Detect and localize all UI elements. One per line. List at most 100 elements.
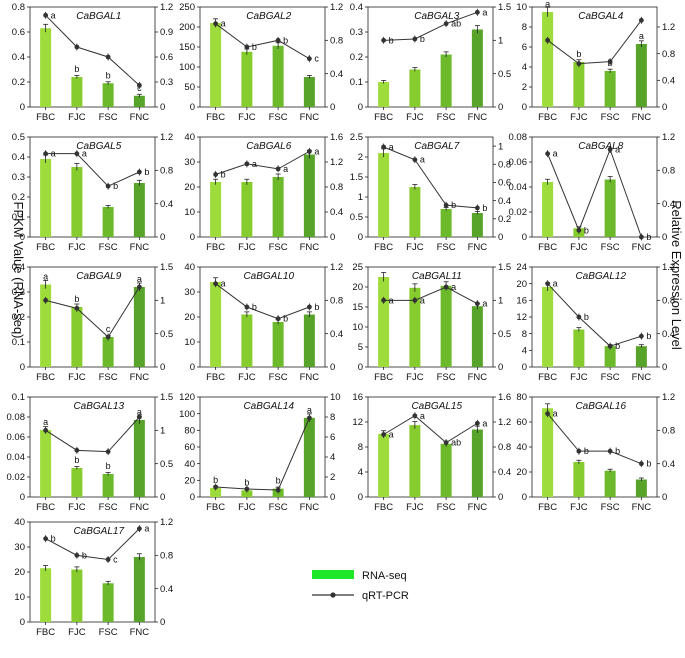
rna-seq-bar [635, 346, 647, 367]
right-tick-label: 0 [330, 102, 335, 113]
left-tick-label: 30 [14, 542, 25, 553]
qrt-pcr-point [136, 82, 142, 88]
line-significance-letter: a [283, 164, 288, 174]
right-tick-label: 0.8 [498, 442, 511, 453]
panel-title: CaBGAL11 [412, 271, 462, 282]
left-tick-label: 0.1 [12, 337, 25, 348]
legend-rna-seq-swatch [312, 570, 354, 579]
rna-seq-bar [604, 179, 616, 237]
line-significance-letter: b [646, 331, 651, 341]
left-tick-label: 0 [190, 102, 195, 113]
rna-seq-bar [604, 470, 616, 497]
rna-seq-bar [303, 417, 315, 497]
rna-seq-bar [542, 182, 554, 237]
x-tick-label: FBC [36, 242, 55, 253]
qrt-pcr-point [244, 486, 250, 492]
left-tick-label: 0.2 [12, 77, 25, 88]
right-tick-label: 0 [662, 102, 667, 113]
left-tick-label: 0.1 [12, 392, 25, 403]
right-tick-label: 0.8 [160, 166, 173, 177]
right-tick-label: 0.4 [160, 199, 173, 210]
qrt-pcr-point [381, 144, 387, 150]
line-significance-letter: a [51, 149, 56, 159]
rna-seq-bar [133, 557, 145, 622]
panel-cabgal1: 0 0.2 0.4 0.6 0.8 0 0.3 0.6 0.9 1.2 FBC FJC b FSC b FNC… [12, 2, 173, 123]
line-significance-letter: c [314, 54, 319, 64]
rna-seq-bar [378, 433, 390, 497]
x-tick-label: FSC [601, 502, 620, 513]
left-tick-label: 0 [522, 492, 527, 503]
left-tick-label: 0 [522, 232, 527, 243]
bar-significance-letter: a [43, 272, 48, 282]
right-tick-label: 1 [160, 426, 165, 437]
left-tick-label: 80 [184, 426, 195, 437]
line-significance-letter: a [389, 295, 394, 305]
right-tick-label: 0 [498, 102, 503, 113]
line-significance-letter: b [451, 200, 456, 210]
left-tick-label: 0.8 [12, 2, 25, 13]
left-tick-label: 0 [358, 232, 363, 243]
qrt-pcr-point [412, 297, 418, 303]
left-tick-label: 0.06 [509, 157, 528, 168]
left-tick-label: 2.5 [350, 132, 363, 143]
right-tick-label: 0.8 [330, 182, 343, 193]
rna-seq-bar [272, 322, 284, 367]
rna-seq-bar [71, 569, 83, 622]
qrt-pcr-point [74, 305, 80, 311]
line-significance-letter: a [451, 282, 456, 292]
rna-seq-bar [71, 468, 83, 497]
rna-seq-bar [40, 284, 52, 367]
right-tick-label: 1.2 [662, 22, 675, 33]
right-tick-label: 0 [330, 232, 335, 243]
bar-significance-letter: a [639, 31, 644, 41]
rna-seq-bar [133, 183, 145, 237]
line-significance-letter: b [420, 34, 425, 44]
rna-seq-bar [102, 337, 114, 367]
qrt-pcr-line [215, 23, 310, 60]
rna-seq-bar [409, 187, 421, 237]
rna-seq-bar [71, 77, 83, 107]
rna-seq-bar [272, 45, 284, 107]
panel-title: CaBGAL4 [578, 11, 623, 22]
x-tick-label: FBC [538, 502, 557, 513]
line-significance-letter: a [553, 409, 558, 419]
left-tick-label: 16 [516, 296, 527, 307]
x-tick-label: FSC [269, 112, 288, 123]
panel-title: CaBGAL9 [76, 271, 121, 282]
rna-seq-bar [40, 159, 52, 237]
rna-seq-bar [440, 443, 452, 497]
panel-cabgal10: 0 10 20 30 40 0 0.4 0.8 1.2 FBC FJC FSC FNC a b b b CaBGA… [184, 262, 343, 383]
left-tick-label: 0.04 [509, 182, 528, 193]
qrt-pcr-line [383, 11, 478, 41]
left-tick-label: 8 [522, 22, 527, 33]
left-tick-label: 5 [358, 342, 363, 353]
left-tick-label: 1 [358, 192, 363, 203]
rna-seq-bar [102, 583, 114, 622]
qrt-pcr-point [443, 440, 449, 446]
qrt-pcr-line [383, 415, 478, 444]
x-tick-label: FSC [437, 112, 456, 123]
right-tick-label: 0.4 [662, 199, 675, 210]
bar-significance-letter: b [74, 294, 79, 304]
rna-seq-bar [378, 153, 390, 237]
left-tick-label: 4 [522, 346, 527, 357]
x-tick-label: FNC [130, 112, 150, 123]
line-significance-letter: a [252, 159, 257, 169]
rna-seq-bar [40, 28, 52, 107]
right-tick-label: 0.4 [662, 459, 675, 470]
qrt-pcr-point [105, 449, 111, 455]
panel-title: CaBGAL17 [73, 526, 124, 537]
rna-seq-bar [241, 182, 253, 237]
qrt-pcr-line [547, 20, 642, 65]
right-tick-label: 0 [662, 362, 667, 373]
left-tick-label: 0 [20, 617, 25, 628]
left-tick-label: 120 [179, 392, 195, 403]
x-tick-label: FJC [238, 502, 256, 513]
panel-title: CaBGAL8 [578, 141, 623, 152]
left-tick-label: 10 [184, 207, 195, 218]
left-tick-label: 80 [516, 392, 527, 403]
qrt-pcr-point [474, 205, 480, 211]
x-tick-label: FJC [238, 242, 256, 253]
line-significance-letter: b [252, 42, 257, 52]
